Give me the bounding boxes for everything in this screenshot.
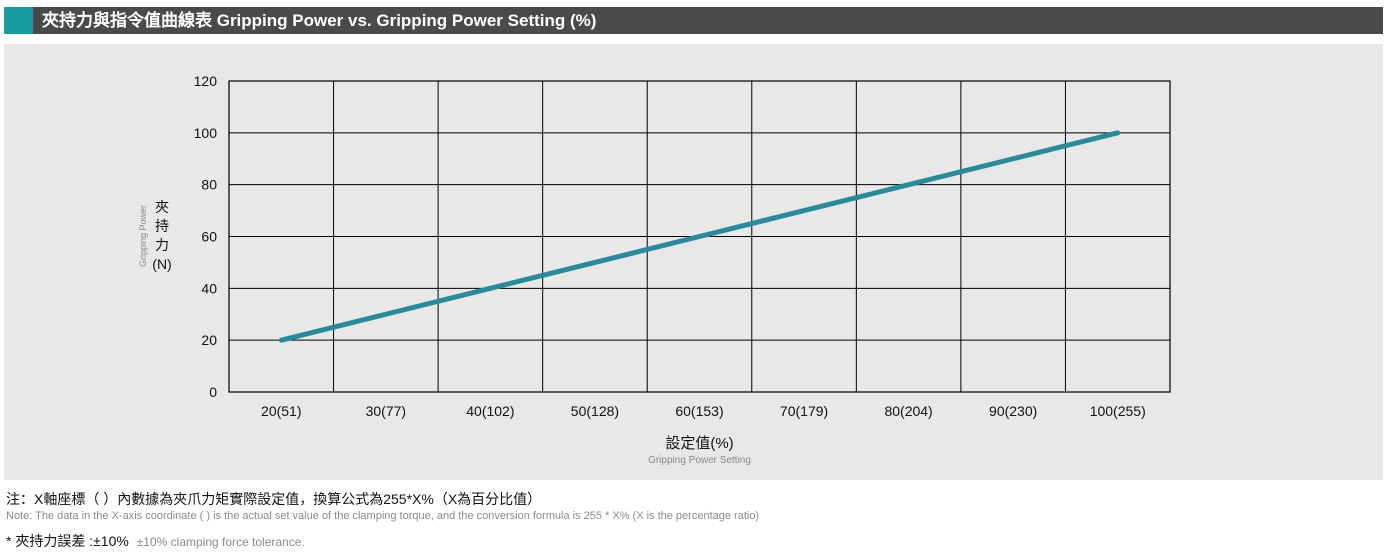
tolerance-note: * 夾持力誤差 :±10% ±10% clamping force tolera… — [6, 531, 305, 551]
x-tick-label: 70(179) — [780, 403, 828, 419]
y-axis-label-char: 持 — [155, 218, 169, 234]
y-tick-label: 0 — [209, 384, 217, 400]
chart-title: 夾持力與指令值曲線表 Gripping Power vs. Gripping P… — [42, 11, 597, 30]
line-chart: 0 20 40 60 80 100 120 20(51) 30(77) 40(102) 50(128… — [138, 73, 1171, 466]
y-tick-label: 60 — [201, 229, 217, 245]
x-axis-label-english: Gripping Power Setting — [648, 455, 751, 466]
y-axis-label-char: 夾 — [155, 199, 169, 215]
y-tick-label: 20 — [201, 332, 217, 348]
x-tick-label: 50(128) — [571, 403, 619, 419]
y-tick-label: 80 — [201, 177, 217, 193]
x-tick-label: 30(77) — [366, 403, 406, 419]
y-tick-label: 100 — [194, 125, 218, 141]
tolerance-english: ±10% clamping force tolerance. — [136, 535, 305, 549]
x-tick-label: 40(102) — [466, 403, 514, 419]
note-chinese: 注：X軸座標（ ）內數據為夾爪力矩實際設定值，換算公式為255*X%（X為百分比… — [6, 491, 542, 507]
y-tick-label: 120 — [194, 73, 218, 89]
x-tick-label: 20(51) — [261, 403, 301, 419]
header-accent — [4, 7, 33, 34]
series-line — [278, 130, 1121, 343]
chart-panel: 0 20 40 60 80 100 120 20(51) 30(77) 40(102) 50(128… — [4, 44, 1383, 480]
x-tick-label: 60(153) — [675, 403, 723, 419]
y-axis-label-char: 力 — [155, 237, 169, 253]
x-axis-label-chinese: 設定值(%) — [665, 435, 733, 452]
x-tick-label: 90(230) — [989, 403, 1037, 419]
header-bar: 夾持力與指令值曲線表 Gripping Power vs. Gripping P… — [4, 7, 1383, 34]
tolerance-chinese: * 夾持力誤差 :±10% — [6, 533, 129, 549]
x-tick-label: 80(204) — [884, 403, 932, 419]
y-tick-label: 40 — [201, 280, 217, 296]
x-tick-label: 100(255) — [1090, 403, 1146, 419]
y-axis-label-english: Gripping Power — [138, 205, 148, 267]
y-axis-label-char: (N) — [152, 256, 171, 272]
note-english: Note: The data in the X-axis coordinate … — [6, 510, 760, 522]
